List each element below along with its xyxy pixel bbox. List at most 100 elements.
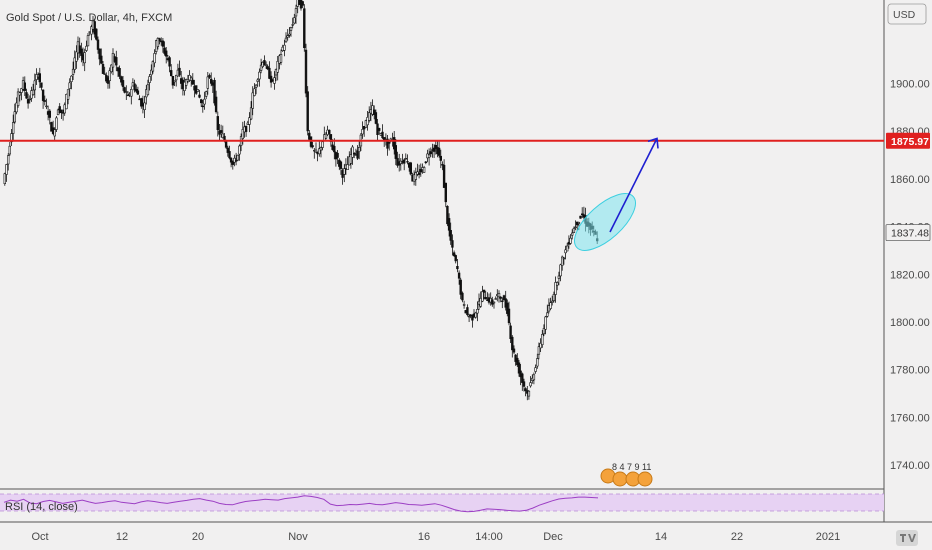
candle — [75, 51, 78, 62]
candle — [48, 110, 52, 118]
candle — [509, 325, 512, 339]
candle — [259, 64, 263, 71]
candle — [254, 84, 258, 88]
candle — [168, 57, 171, 67]
candle — [158, 38, 161, 42]
arrow-shaft — [609, 138, 658, 233]
candle — [286, 35, 289, 38]
candle — [324, 133, 328, 139]
candle — [516, 357, 519, 366]
event-flag-icon[interactable] — [637, 471, 653, 487]
candle — [213, 80, 216, 104]
candle — [60, 109, 63, 114]
candle — [429, 151, 432, 155]
candle — [208, 75, 211, 78]
candle — [476, 308, 479, 314]
event-markers[interactable]: 8 4 7 9 11 — [600, 462, 653, 487]
rsi-line — [3, 495, 599, 513]
candle — [404, 158, 407, 160]
candle — [392, 137, 396, 150]
candle — [276, 60, 279, 73]
candle — [564, 249, 567, 254]
candle — [451, 240, 454, 248]
candle — [328, 129, 331, 134]
candle — [311, 145, 314, 148]
candle — [71, 68, 75, 75]
candle — [279, 54, 283, 63]
candle — [402, 159, 406, 164]
event-flag-icon[interactable] — [612, 471, 628, 487]
y-tick-label: 1820.00 — [890, 269, 930, 281]
candle — [33, 80, 37, 91]
candle — [534, 367, 537, 372]
candle — [115, 57, 118, 66]
candle — [90, 26, 93, 35]
candle — [186, 79, 190, 82]
candle — [50, 122, 53, 132]
candle — [226, 147, 229, 153]
candle — [135, 89, 138, 92]
candle — [120, 76, 123, 83]
candle — [306, 91, 309, 132]
x-tick-label: Dec — [543, 531, 563, 543]
candle — [462, 303, 466, 306]
candle — [439, 155, 442, 161]
candle — [565, 245, 569, 252]
candle — [273, 77, 276, 84]
candle — [352, 153, 356, 155]
candle — [18, 92, 21, 96]
candle — [103, 73, 106, 76]
candle — [121, 80, 125, 87]
candle — [381, 131, 384, 139]
candle — [293, 17, 296, 24]
candle — [146, 84, 150, 96]
candle — [550, 300, 554, 303]
candle — [123, 87, 126, 93]
currency-button[interactable]: USD — [887, 3, 927, 25]
candle — [20, 88, 23, 93]
candle — [266, 66, 269, 70]
candle — [336, 152, 339, 158]
candle — [175, 74, 178, 81]
candle — [541, 334, 544, 345]
y-tick-label: 1900.00 — [890, 79, 930, 91]
candle — [357, 147, 361, 153]
candle — [150, 69, 153, 76]
rsi-indicator — [3, 495, 599, 513]
price-scale[interactable] — [884, 0, 932, 550]
candle — [16, 91, 20, 107]
candle — [244, 125, 248, 132]
candle — [555, 282, 559, 286]
candle — [484, 296, 487, 300]
projection-arrow[interactable] — [609, 137, 659, 233]
candle — [562, 257, 566, 260]
candle — [110, 64, 113, 72]
candle — [349, 154, 353, 164]
candle — [170, 70, 173, 77]
price-pane[interactable] — [0, 0, 884, 489]
candle — [43, 100, 47, 102]
x-tick-label: 22 — [731, 531, 743, 543]
candle — [130, 89, 133, 97]
candle — [96, 39, 100, 50]
candle — [536, 358, 539, 367]
candle — [236, 154, 239, 161]
highlight-ellipse[interactable] — [565, 184, 644, 260]
candle — [41, 89, 45, 101]
candle — [574, 226, 577, 228]
candle — [70, 75, 73, 82]
candle — [454, 255, 457, 262]
candle — [447, 218, 451, 231]
candle — [552, 293, 556, 301]
tradingview-logo[interactable] — [896, 530, 918, 546]
candle — [479, 297, 482, 307]
candle — [437, 147, 441, 156]
candle — [474, 312, 477, 318]
rsi-label: RSI (14, close) — [5, 501, 78, 513]
candle — [224, 141, 228, 148]
candle — [343, 168, 346, 175]
candle — [294, 8, 298, 17]
candle — [424, 161, 427, 163]
